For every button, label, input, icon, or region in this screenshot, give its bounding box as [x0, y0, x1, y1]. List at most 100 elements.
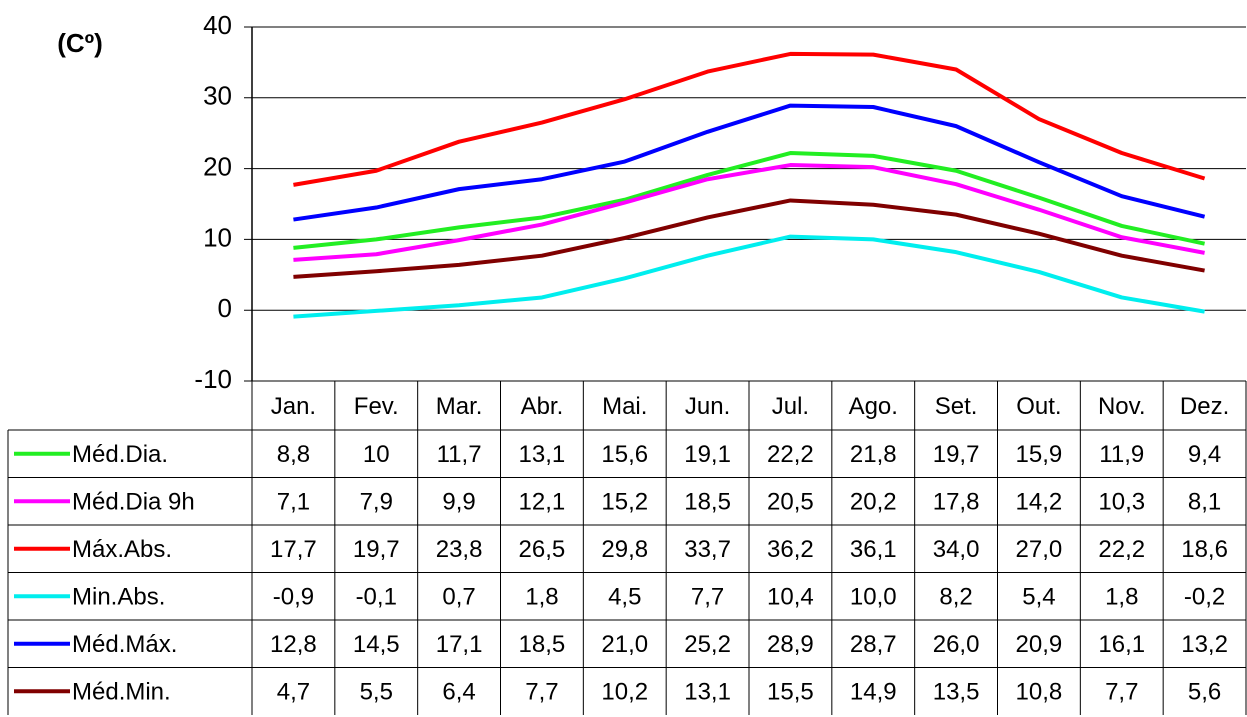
data-label: 10,0: [850, 584, 897, 611]
data-label: 10,3: [1098, 489, 1145, 516]
data-label: 7,7: [1105, 679, 1138, 706]
data-label: 1,8: [525, 584, 558, 611]
data-label: 13,1: [519, 441, 566, 468]
data-label: 1,8: [1105, 584, 1138, 611]
x-tick-label: Jun.: [685, 393, 730, 420]
data-label: 18,5: [519, 631, 566, 658]
data-label: 29,8: [601, 536, 648, 563]
x-tick-label: Set.: [935, 393, 978, 420]
legend-label: Min.Abs.: [72, 584, 165, 611]
data-label: 26,5: [519, 536, 566, 563]
data-label: 22,2: [1098, 536, 1145, 563]
data-label: 26,0: [933, 631, 980, 658]
data-label: 5,6: [1188, 679, 1221, 706]
data-label: -0,1: [356, 584, 397, 611]
legend-label: Méd.Dia 9h: [72, 489, 195, 516]
data-label: 20,9: [1016, 631, 1063, 658]
data-label: 7,7: [691, 584, 724, 611]
data-label: 8,1: [1188, 489, 1221, 516]
data-label: 14,2: [1016, 489, 1063, 516]
data-label: 15,9: [1016, 441, 1063, 468]
data-label: 34,0: [933, 536, 980, 563]
data-label: 7,7: [525, 679, 558, 706]
data-label: 21,0: [601, 631, 648, 658]
data-label: 20,2: [850, 489, 897, 516]
data-label: 33,7: [684, 536, 731, 563]
data-label: 12,1: [519, 489, 566, 516]
x-tick-label: Jan.: [271, 393, 316, 420]
data-label: 19,7: [353, 536, 400, 563]
data-label: 11,9: [1099, 441, 1144, 468]
legend-label: Méd.Min.: [72, 679, 171, 706]
x-tick-label: Mai.: [602, 393, 647, 420]
data-label: 17,7: [270, 536, 317, 563]
data-label: 23,8: [436, 536, 483, 563]
series-line: [293, 51, 1206, 187]
data-label: 21,8: [850, 441, 897, 468]
x-tick-label: Dez.: [1180, 393, 1229, 420]
data-label: 19,7: [933, 441, 980, 468]
y-tick-label: 10: [203, 222, 232, 252]
data-label: 7,1: [277, 489, 310, 516]
data-label: 36,2: [767, 536, 814, 563]
data-label: 4,7: [277, 679, 310, 706]
data-label: 18,5: [684, 489, 731, 516]
x-tick-label: Nov.: [1098, 393, 1146, 420]
y-tick-label: -10: [194, 364, 232, 394]
data-label: 28,9: [767, 631, 814, 658]
data-label: 15,5: [767, 679, 814, 706]
legend-label: Méd.Máx.: [72, 631, 177, 658]
data-label: 15,6: [601, 441, 648, 468]
data-label: 11,7: [437, 441, 482, 468]
data-label: 10,4: [767, 584, 814, 611]
series-line: [293, 103, 1206, 222]
data-label: 9,4: [1188, 441, 1221, 468]
x-tick-label: Jul.: [772, 393, 809, 420]
series-line: [293, 163, 1205, 262]
series-line: [293, 234, 1205, 319]
data-label: -0,2: [1184, 584, 1225, 611]
data-label: 6,4: [442, 679, 475, 706]
x-tick-label: Out.: [1016, 393, 1061, 420]
data-label: -0,9: [273, 584, 314, 611]
data-label: 10,2: [601, 679, 648, 706]
data-label: 36,1: [850, 536, 897, 563]
data-label: 13,5: [933, 679, 980, 706]
data-label: 17,1: [436, 631, 483, 658]
data-label: 13,2: [1181, 631, 1228, 658]
data-label: 20,5: [767, 489, 814, 516]
data-label: 14,5: [353, 631, 400, 658]
data-label: 12,8: [270, 631, 317, 658]
data-label: 14,9: [850, 679, 897, 706]
data-label: 5,4: [1022, 584, 1055, 611]
x-tick-label: Fev.: [354, 393, 399, 420]
data-label: 4,5: [608, 584, 641, 611]
legend-label: Máx.Abs.: [72, 536, 172, 563]
data-label: 5,5: [360, 679, 393, 706]
series-line: [293, 198, 1205, 279]
legend-label: Méd.Dia.: [72, 441, 168, 468]
data-label: 13,1: [684, 679, 731, 706]
data-label: 0,7: [442, 584, 475, 611]
data-label: 16,1: [1098, 631, 1145, 658]
y-tick-label: 30: [203, 81, 232, 111]
y-tick-label: 40: [203, 10, 232, 40]
data-label: 8,8: [277, 441, 310, 468]
data-label: 18,6: [1181, 536, 1228, 563]
data-label: 9,9: [442, 489, 475, 516]
data-label: 10,8: [1016, 679, 1063, 706]
y-axis-label: (Cº): [57, 28, 103, 58]
data-label: 28,7: [850, 631, 897, 658]
data-label: 25,2: [684, 631, 731, 658]
data-label: 27,0: [1016, 536, 1063, 563]
x-tick-label: Ago.: [849, 393, 898, 420]
data-label: 10: [363, 441, 390, 468]
x-tick-label: Abr.: [521, 393, 564, 420]
series-line: [293, 151, 1205, 250]
x-tick-label: Mar.: [436, 393, 483, 420]
data-label: 15,2: [601, 489, 648, 516]
data-label: 17,8: [933, 489, 980, 516]
data-label: 22,2: [767, 441, 814, 468]
data-label: 19,1: [684, 441, 731, 468]
